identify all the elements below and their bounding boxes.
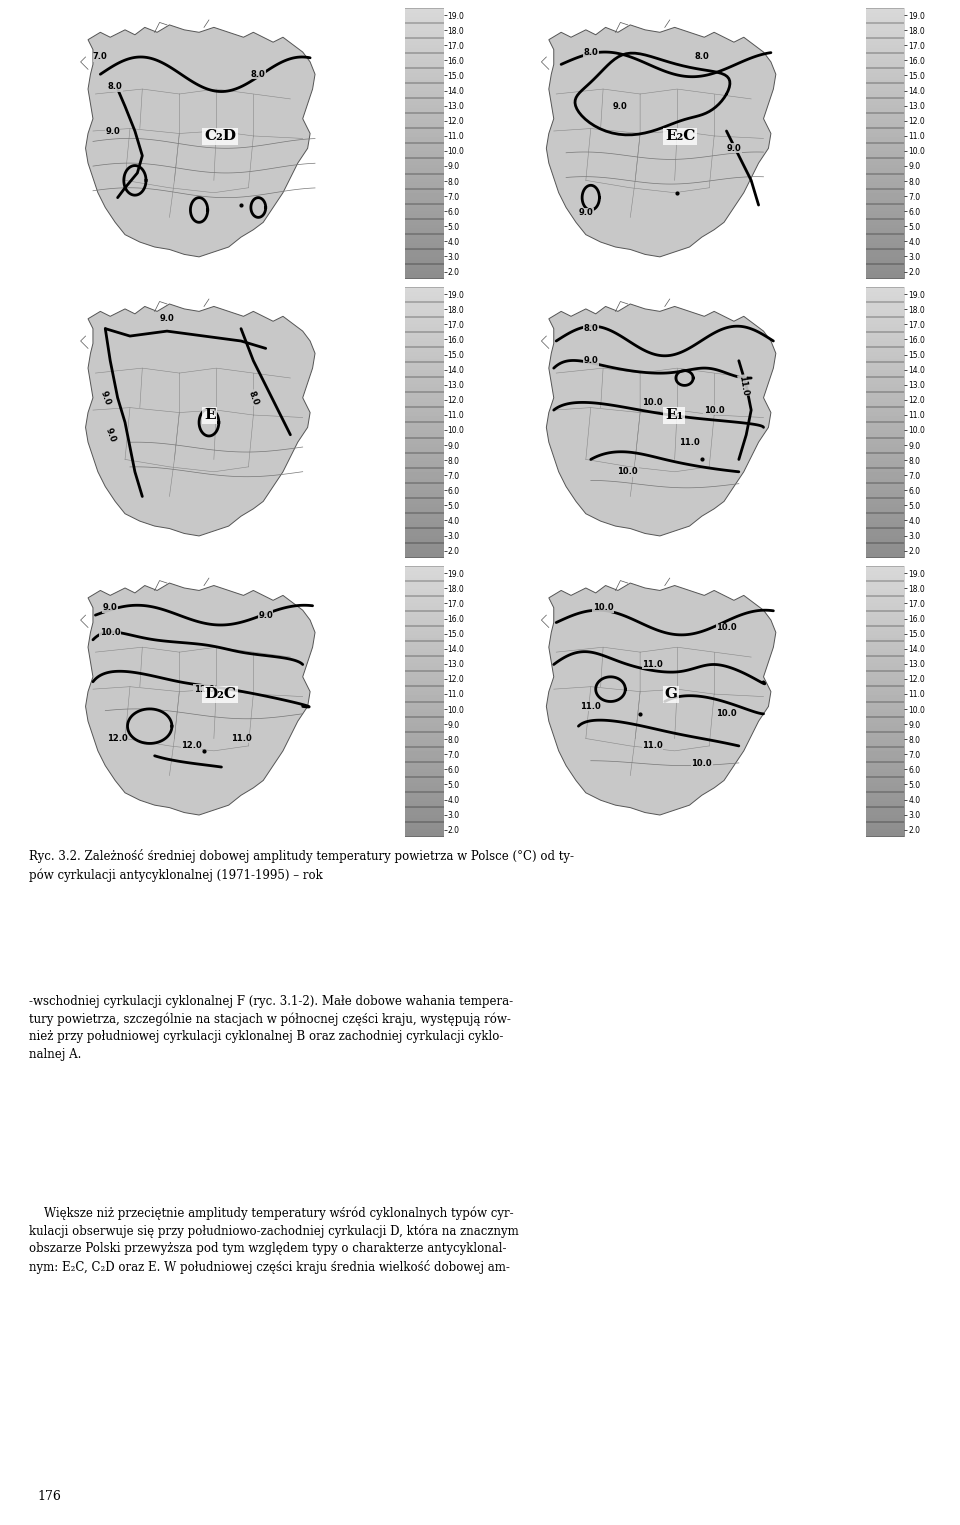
Text: 11.0: 11.0 (642, 741, 662, 750)
Text: 10.0: 10.0 (716, 709, 737, 718)
Text: 9.0: 9.0 (584, 357, 598, 364)
Text: 8.0: 8.0 (247, 389, 260, 406)
Text: 176: 176 (37, 1490, 61, 1504)
Text: E: E (204, 409, 216, 422)
Polygon shape (85, 303, 315, 535)
Text: 9.0: 9.0 (727, 143, 741, 152)
Text: 11.0: 11.0 (194, 685, 214, 694)
Text: E₂C: E₂C (664, 130, 695, 143)
Text: C₂D: C₂D (204, 130, 236, 143)
Text: 9.0: 9.0 (106, 127, 120, 136)
Polygon shape (85, 583, 315, 814)
Text: 9.0: 9.0 (579, 207, 593, 217)
Text: 8.0: 8.0 (251, 70, 266, 79)
Polygon shape (85, 24, 315, 256)
Text: 10.0: 10.0 (642, 398, 662, 407)
Text: 10.0: 10.0 (704, 406, 725, 415)
Polygon shape (546, 24, 776, 256)
Text: 10.0: 10.0 (716, 624, 737, 631)
Text: D₂C: D₂C (204, 688, 236, 702)
Text: 8.0: 8.0 (694, 52, 709, 61)
Text: 9.0: 9.0 (258, 610, 273, 619)
Text: 9.0: 9.0 (99, 389, 112, 406)
Text: 11.0: 11.0 (230, 734, 252, 743)
Text: 8.0: 8.0 (584, 325, 598, 332)
Text: G: G (664, 688, 678, 702)
Text: 11.0: 11.0 (581, 702, 601, 711)
Text: 9.0: 9.0 (104, 427, 117, 444)
Text: 10.0: 10.0 (592, 604, 613, 612)
Text: 10.0: 10.0 (617, 467, 638, 476)
Text: 12.0: 12.0 (108, 734, 128, 743)
Text: 8.0: 8.0 (584, 47, 598, 56)
Text: 7.0: 7.0 (93, 52, 108, 61)
Text: 8.0: 8.0 (108, 82, 123, 91)
Text: 10.0: 10.0 (100, 628, 121, 637)
Text: 10.0: 10.0 (691, 759, 712, 767)
Text: 11.0: 11.0 (642, 660, 662, 669)
Polygon shape (546, 583, 776, 814)
Polygon shape (546, 303, 776, 535)
Text: 11.0: 11.0 (679, 438, 700, 447)
Text: E₁: E₁ (664, 409, 684, 422)
Text: -wschodniej cyrkulacji cyklonalnej F (ryc. 3.1-2). Małe dobowe wahania tempera-
: -wschodniej cyrkulacji cyklonalnej F (ry… (29, 994, 513, 1061)
Text: 11.0: 11.0 (737, 375, 750, 396)
Text: 9.0: 9.0 (159, 314, 175, 323)
Text: Większe niż przeciętnie amplitudy temperatury wśród cyklonalnych typów cyr-
kula: Większe niż przeciętnie amplitudy temper… (29, 1206, 518, 1275)
Text: Ryc. 3.2. Zależność średniej dobowej amplitudy temperatury powietrza w Polsce (°: Ryc. 3.2. Zależność średniej dobowej amp… (29, 849, 574, 881)
Text: 9.0: 9.0 (103, 604, 118, 612)
Text: 12.0: 12.0 (181, 741, 202, 750)
Text: 9.0: 9.0 (613, 102, 628, 111)
